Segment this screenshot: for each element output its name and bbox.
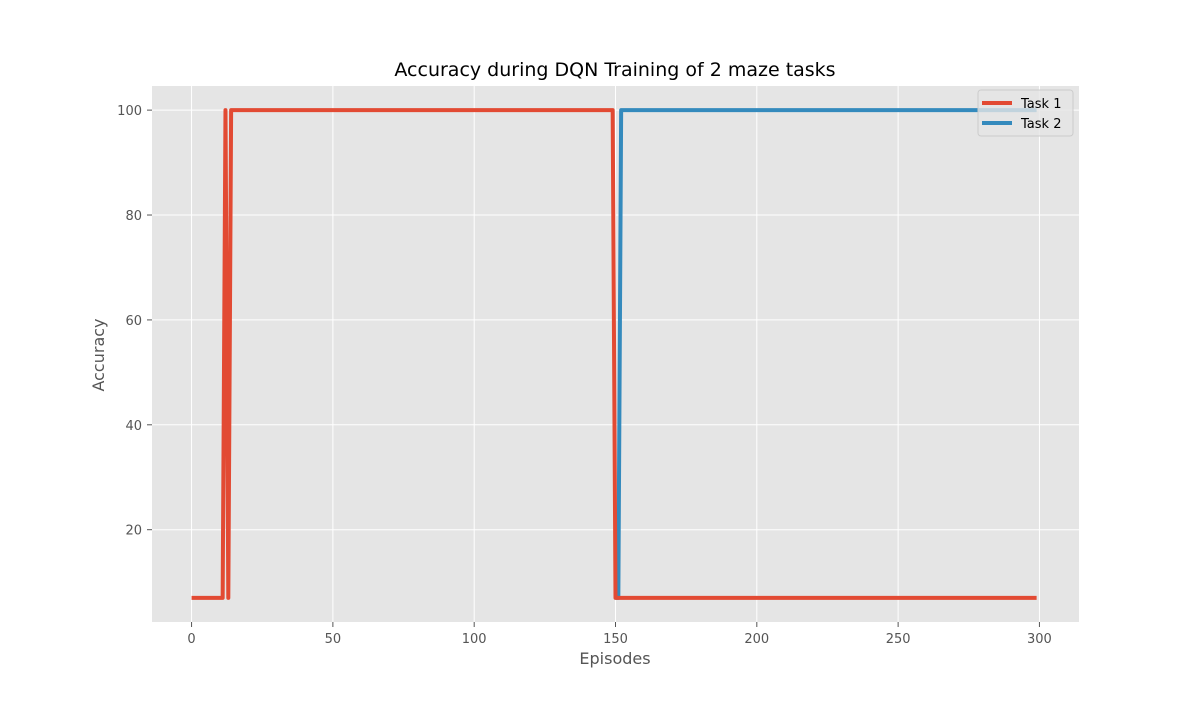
y-tick-label: 80 bbox=[125, 209, 142, 224]
x-tick-label: 300 bbox=[1027, 632, 1052, 647]
chart-title: Accuracy during DQN Training of 2 maze t… bbox=[394, 59, 835, 81]
x-tick-label: 150 bbox=[603, 632, 628, 647]
x-tick-label: 50 bbox=[325, 632, 342, 647]
legend-label: Task 1 bbox=[1020, 97, 1061, 112]
y-tick-label: 60 bbox=[125, 314, 142, 329]
x-axis-label: Episodes bbox=[579, 649, 650, 668]
series-layer bbox=[191, 108, 1037, 600]
x-axis-ticks: 0 50 100 150 200 250 300 bbox=[187, 622, 1052, 647]
series-line-task-1 bbox=[191, 108, 1037, 600]
legend-entry: Task 2 bbox=[982, 117, 1061, 132]
y-axis-ticks: 20 40 60 80 100 bbox=[117, 104, 152, 539]
y-tick-label: 40 bbox=[125, 419, 142, 434]
legend-entry: Task 1 bbox=[982, 97, 1061, 112]
x-tick-label: 200 bbox=[744, 632, 769, 647]
x-tick-label: 250 bbox=[886, 632, 911, 647]
y-axis-label: Accuracy bbox=[89, 318, 108, 391]
y-tick-label: 100 bbox=[117, 104, 142, 119]
y-tick-label: 20 bbox=[125, 524, 142, 539]
legend: Task 1 Task 2 bbox=[977, 89, 1074, 137]
legend-label: Task 2 bbox=[1020, 117, 1061, 132]
x-tick-label: 100 bbox=[462, 632, 487, 647]
x-tick-label: 0 bbox=[187, 632, 195, 647]
